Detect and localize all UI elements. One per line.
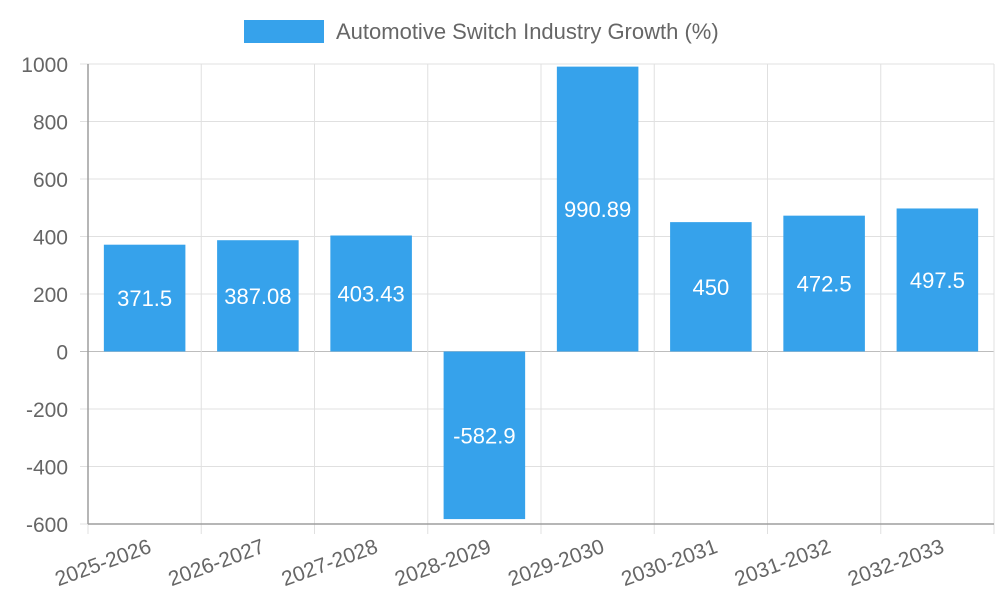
bar-value-label: 371.5: [117, 286, 172, 311]
bar-value-label: 403.43: [337, 282, 404, 307]
bar[interactable]: [670, 222, 752, 352]
bar[interactable]: [896, 208, 979, 352]
x-tick-label: 2025-2026: [52, 535, 154, 591]
bar-value-label: 450: [693, 275, 730, 300]
bar-value-label: 472.5: [797, 272, 852, 297]
legend-label: Automotive Switch Industry Growth (%): [336, 19, 719, 44]
x-tick-label: 2028-2029: [392, 535, 494, 591]
x-tick-label: 2029-2030: [505, 535, 607, 591]
y-tick-label: 600: [33, 169, 68, 192]
bar[interactable]: [217, 240, 299, 352]
bar-value-label: -582.9: [453, 423, 515, 448]
bar[interactable]: [103, 244, 186, 352]
x-tick-label: 2030-2031: [618, 535, 720, 591]
y-tick-label: 0: [56, 342, 68, 365]
bar-value-label: 497.5: [910, 268, 965, 293]
bar-value-label: 387.08: [224, 284, 291, 309]
bar[interactable]: [330, 235, 412, 352]
bar[interactable]: [556, 66, 639, 352]
x-tick-label: 2032-2033: [845, 535, 947, 591]
x-tick-label: 2031-2032: [732, 535, 834, 591]
legend-swatch: [244, 20, 324, 43]
y-tick-label: -200: [26, 399, 68, 422]
y-tick-label: 400: [33, 227, 68, 250]
x-tick-label: 2027-2028: [279, 535, 381, 591]
y-tick-label: 200: [33, 284, 68, 307]
y-tick-label: -600: [26, 514, 68, 537]
x-tick-label: 2026-2027: [165, 535, 267, 591]
data-labels: 371.5 387.08 403.43 -582.9 990.89 450 472.5 497…: [117, 197, 965, 448]
bars: [103, 66, 979, 520]
y-tick-label: 800: [33, 112, 68, 135]
y-tick-label: 1000: [21, 54, 68, 77]
y-tick-label: -400: [26, 457, 68, 480]
grid: [80, 63, 995, 534]
bar[interactable]: [783, 215, 865, 352]
bar[interactable]: [443, 351, 526, 520]
bar-value-label: 990.89: [564, 197, 631, 222]
legend[interactable]: Automotive Switch Industry Growth (%): [244, 19, 719, 44]
